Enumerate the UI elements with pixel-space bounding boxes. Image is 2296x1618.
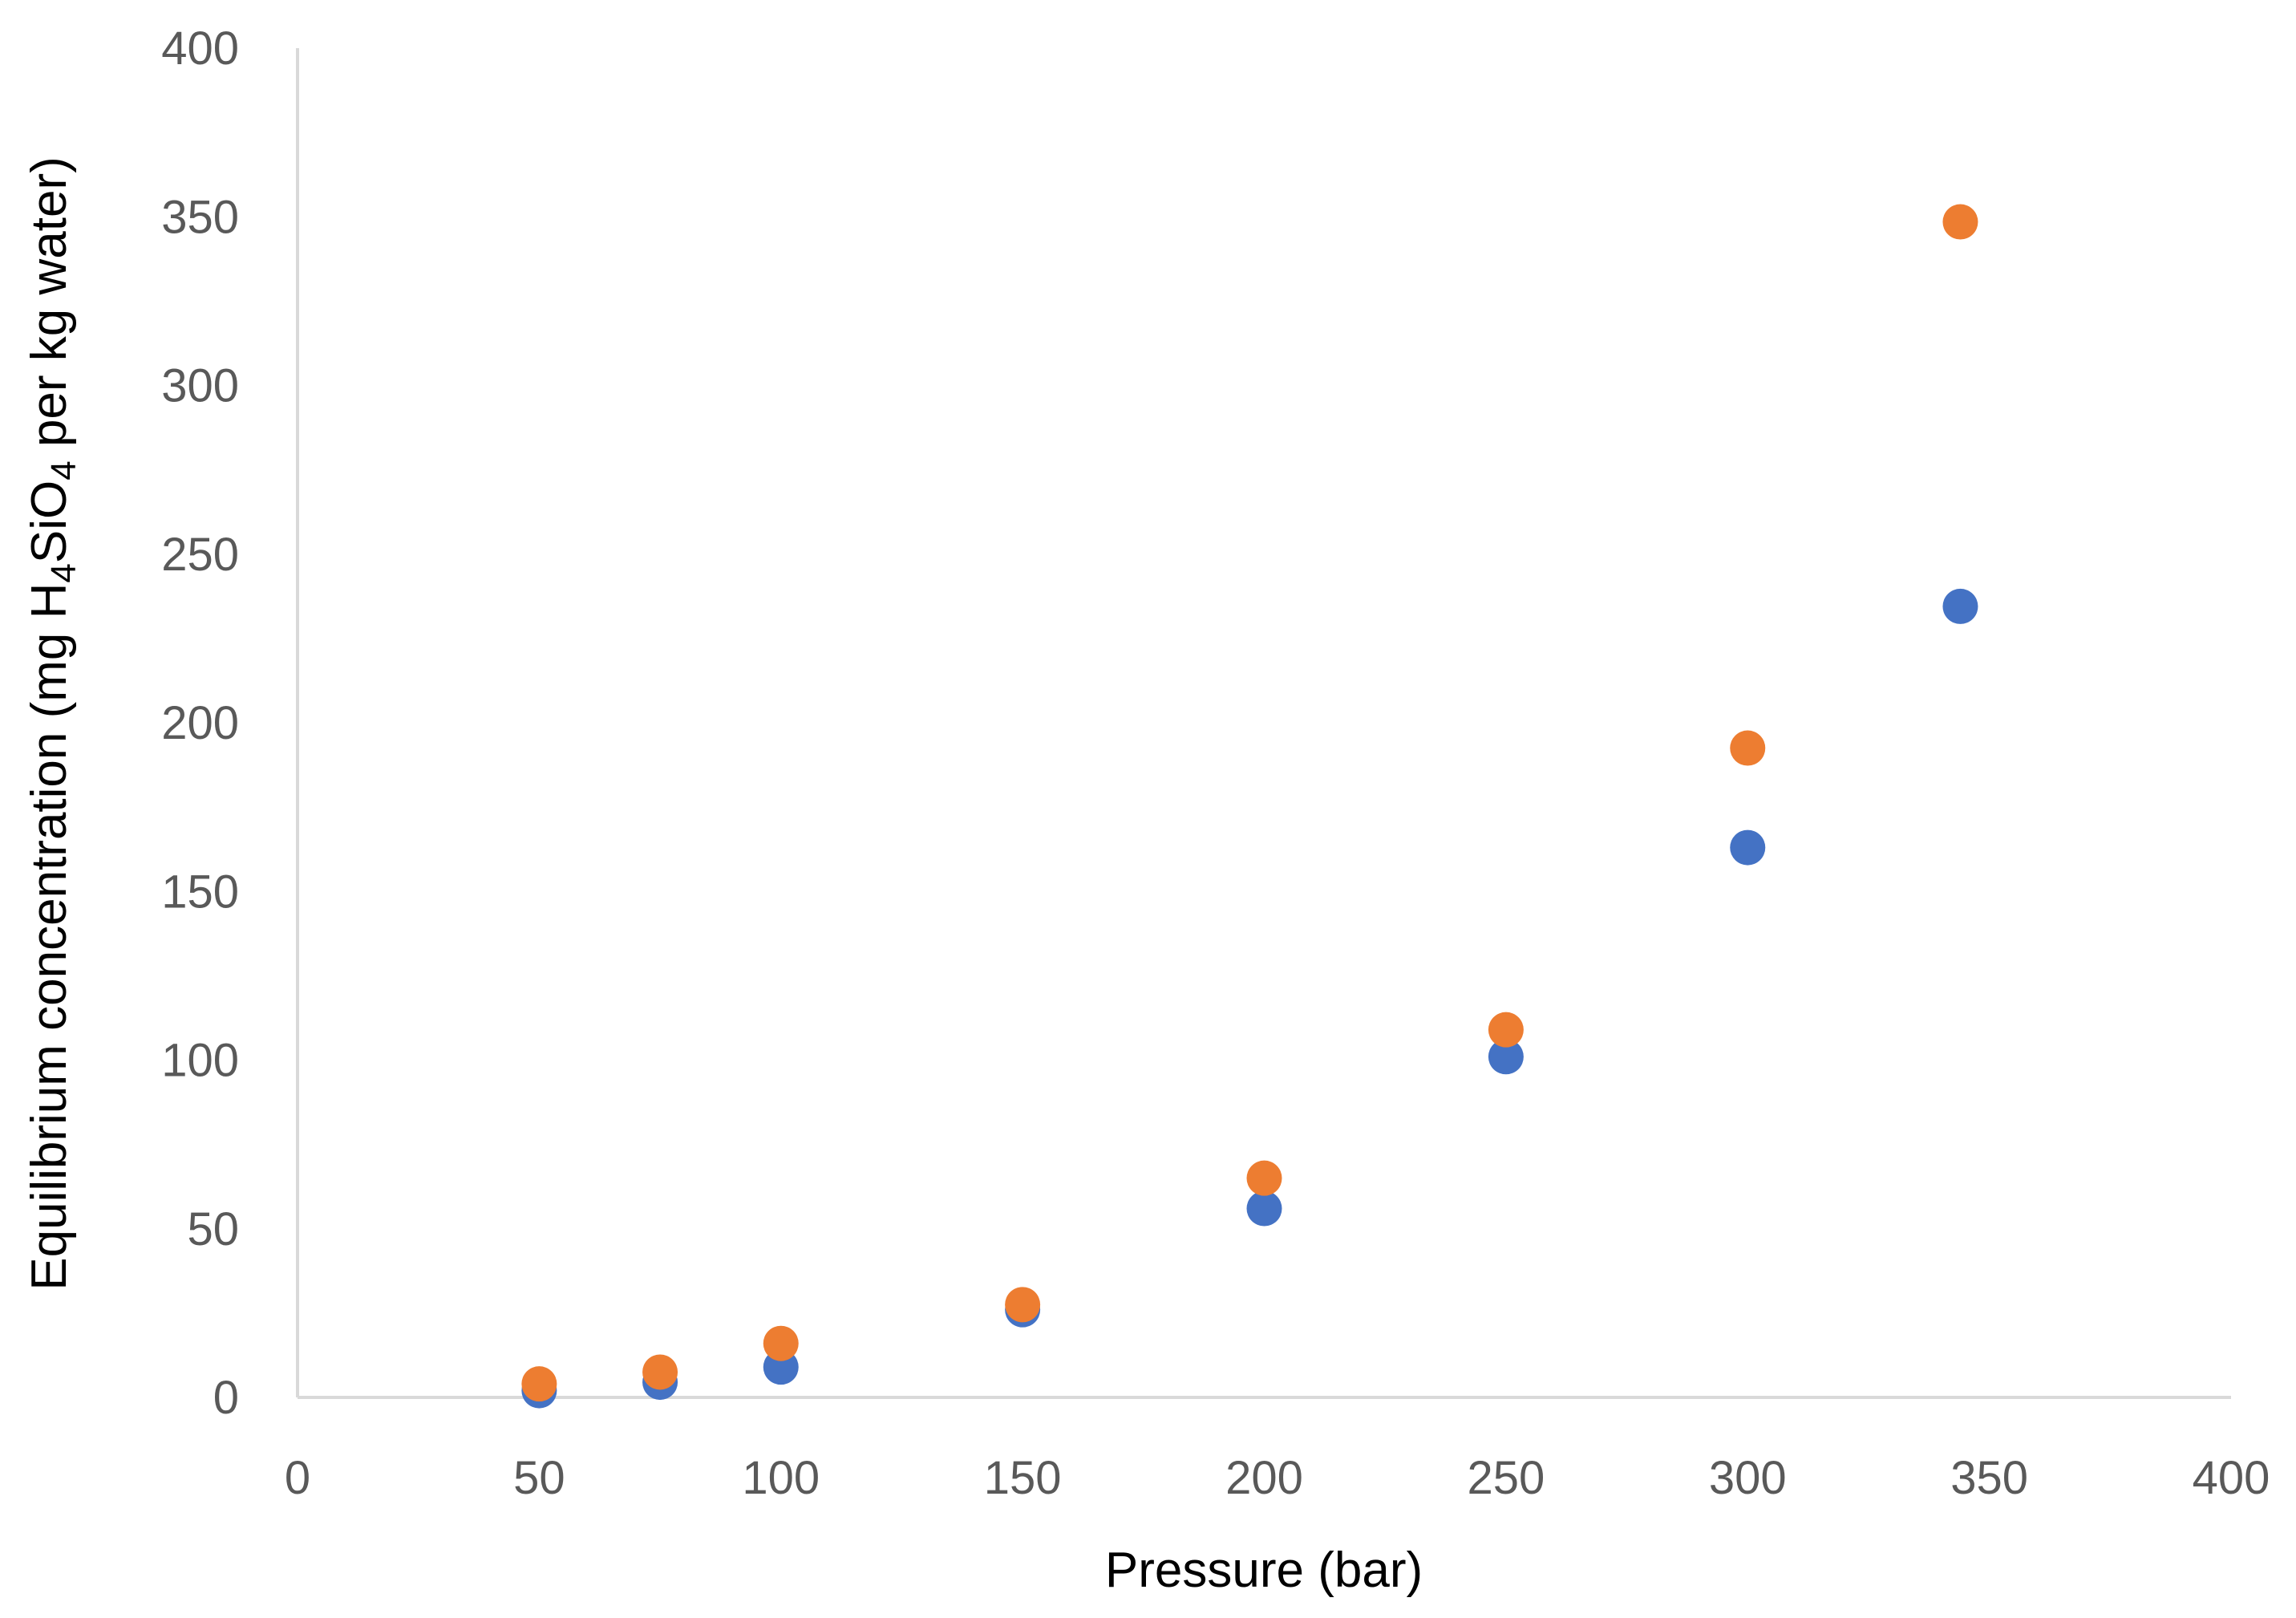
y-tick-labels: 0 50 100 150 200 250 300 350 400 (161, 22, 239, 1424)
x-tick-label: 350 (1950, 1452, 2028, 1504)
y-tick-label: 0 (213, 1372, 239, 1424)
data-point (1942, 588, 1978, 624)
data-point (763, 1325, 799, 1361)
y-axis-title-subscript: 4 (44, 460, 83, 480)
y-tick-label: 200 (161, 697, 239, 749)
y-axis-title: Equilibrium concentration (mg H4SiO4 per… (22, 156, 83, 1291)
x-tick-label: 50 (513, 1452, 565, 1504)
axes (296, 48, 2231, 1399)
x-tick-label: 200 (1225, 1452, 1303, 1504)
y-tick-label: 100 (161, 1035, 239, 1087)
y-axis-title-text: per kg water) (22, 156, 77, 460)
series-2 (521, 204, 1978, 1402)
y-tick-label: 300 (161, 360, 239, 412)
y-tick-label: 400 (161, 22, 239, 75)
y-axis-title-subscript: 4 (44, 563, 83, 582)
x-tick-labels: 0 50 100 150 200 250 300 350 400 (285, 1452, 2270, 1504)
y-tick-label: 150 (161, 866, 239, 918)
data-point (1942, 204, 1978, 240)
data-point (1730, 730, 1766, 766)
y-tick-label: 250 (161, 529, 239, 581)
data-point (1246, 1190, 1282, 1227)
data-point (521, 1366, 557, 1402)
x-tick-label: 300 (1709, 1452, 1787, 1504)
x-tick-label: 250 (1467, 1452, 1545, 1504)
data-point (642, 1354, 678, 1390)
data-point (1488, 1012, 1524, 1048)
data-point (1488, 1039, 1524, 1075)
x-axis-title: Pressure (bar) (1105, 1543, 1423, 1598)
data-points (521, 204, 1978, 1409)
x-tick-label: 0 (285, 1452, 310, 1504)
y-tick-label: 50 (187, 1203, 239, 1255)
x-tick-label: 150 (984, 1452, 1062, 1504)
y-axis-title-text: SiO (22, 481, 77, 563)
y-axis-title-text: Equilibrium concentration (mg H (22, 583, 77, 1291)
y-tick-label: 350 (161, 191, 239, 243)
x-tick-label: 100 (742, 1452, 820, 1504)
series-1 (521, 588, 1978, 1409)
data-point (1730, 829, 1766, 866)
data-point (1005, 1287, 1041, 1323)
data-point (1246, 1160, 1282, 1196)
x-tick-label: 400 (2193, 1452, 2270, 1504)
